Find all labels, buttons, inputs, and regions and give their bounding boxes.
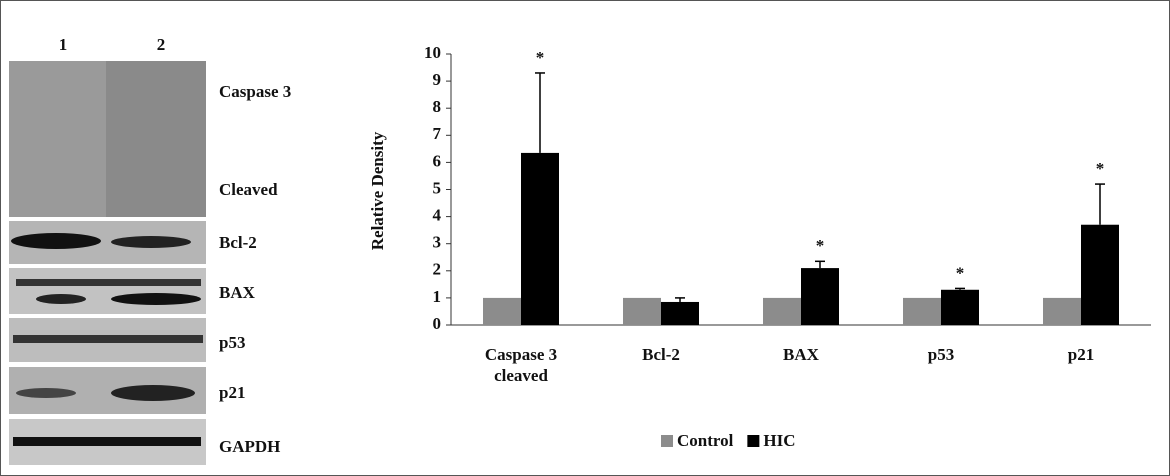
y-tick-label: 4: [433, 206, 442, 225]
y-tick-label: 6: [433, 151, 442, 170]
figure: 1 2 Caspase 3 Cleaved Bcl-2 BAX p53 p21 …: [0, 0, 1170, 476]
y-tick-label: 8: [433, 97, 442, 116]
legend-swatch: [661, 435, 673, 447]
y-tick-label: 10: [424, 43, 441, 62]
y-axis-label: Relative Density: [368, 131, 387, 250]
bar: [903, 298, 941, 325]
legend-label: Control: [677, 431, 734, 450]
blot-band: [11, 233, 101, 249]
blot-band: [111, 236, 191, 248]
blot-strip: [106, 61, 206, 217]
x-tick-label: Caspase 3 cleaved: [466, 344, 576, 386]
blot-label: BAX: [219, 283, 256, 302]
x-tick-label: p21: [1026, 344, 1136, 365]
bar: [483, 298, 521, 325]
blot-band: [16, 388, 76, 398]
blot-label: p21: [219, 383, 245, 402]
bar: [521, 153, 559, 325]
legend-label: HIC: [763, 431, 795, 450]
blot-band: [13, 437, 201, 446]
significance-mark: *: [1096, 159, 1105, 178]
legend-swatch: [747, 435, 759, 447]
blot-label: Bcl-2: [219, 233, 257, 252]
significance-mark: *: [536, 48, 545, 67]
y-tick-label: 2: [433, 260, 442, 279]
y-tick-label: 9: [433, 70, 442, 89]
bar: [801, 268, 839, 325]
bar: [941, 290, 979, 325]
y-tick-label: 7: [433, 124, 442, 143]
bar: [1043, 298, 1081, 325]
y-tick-label: 3: [433, 233, 442, 252]
x-tick-label: BAX: [746, 344, 856, 365]
blot-label: GAPDH: [219, 437, 280, 456]
blot-band: [36, 294, 86, 304]
bar: [623, 298, 661, 325]
bar: [661, 302, 699, 325]
x-tick-label: p53: [886, 344, 996, 365]
lane-label: 2: [157, 35, 166, 54]
blot-band: [111, 385, 195, 401]
blot-band: [13, 335, 203, 343]
lane-label: 1: [59, 35, 68, 54]
bar: [1081, 225, 1119, 325]
y-tick-label: 0: [433, 314, 442, 333]
blot-label: p53: [219, 333, 245, 352]
blot-label: Caspase 3: [219, 82, 291, 101]
chart: 1 2 Caspase 3 Cleaved Bcl-2 BAX p53 p21 …: [1, 1, 1169, 475]
blot-strip: [9, 268, 206, 314]
blot-images: [9, 61, 206, 465]
bar: [763, 298, 801, 325]
significance-mark: *: [956, 263, 965, 282]
blot-band: [16, 279, 201, 286]
y-tick-label: 1: [433, 287, 442, 306]
y-tick-label: 5: [433, 178, 442, 197]
significance-mark: *: [816, 236, 825, 255]
x-tick-label: Bcl-2: [606, 344, 716, 365]
blot-band: [111, 293, 201, 305]
blot-label: Cleaved: [219, 180, 278, 199]
